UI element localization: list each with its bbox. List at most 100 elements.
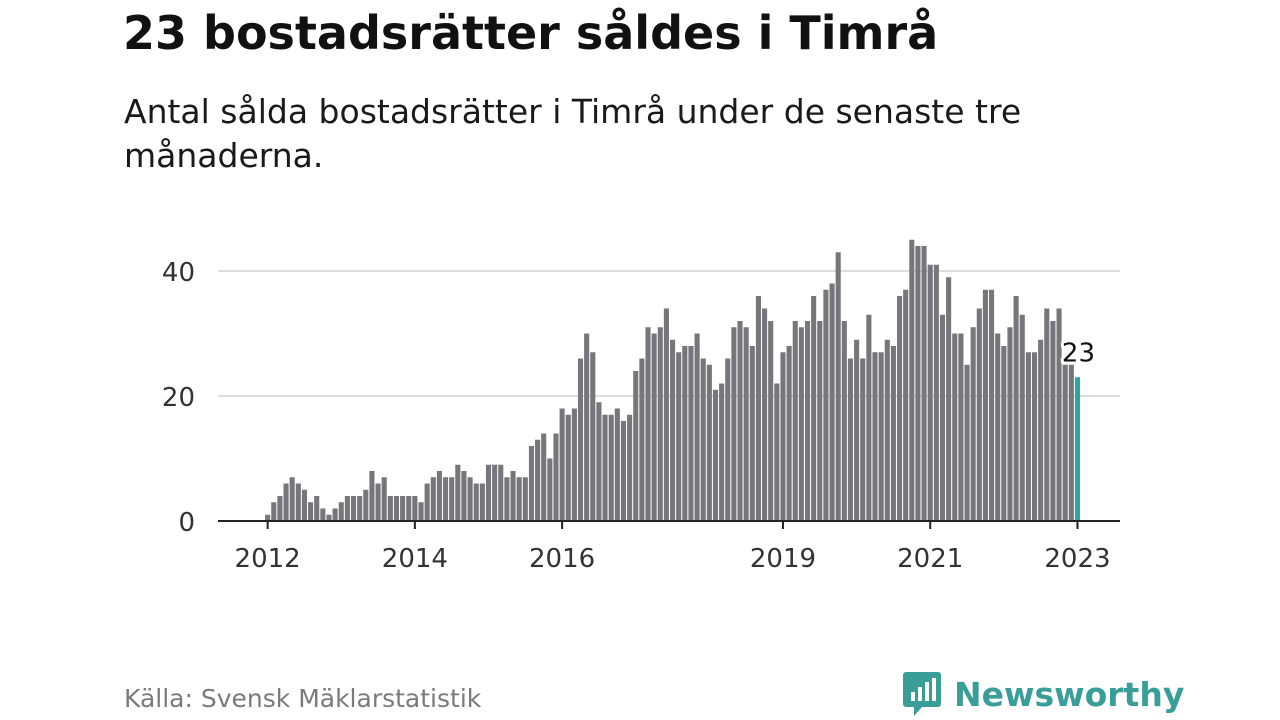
x-tick-label: 2019 bbox=[750, 544, 816, 574]
bar bbox=[375, 483, 381, 521]
bar bbox=[798, 327, 804, 521]
bar bbox=[792, 321, 798, 521]
brand-name: Newsworthy bbox=[954, 674, 1185, 714]
bar bbox=[958, 333, 964, 521]
bar bbox=[939, 314, 946, 521]
bar bbox=[577, 358, 584, 521]
y-tick-label: 20 bbox=[162, 383, 195, 413]
bar bbox=[400, 496, 406, 521]
bar bbox=[559, 408, 565, 521]
bar bbox=[860, 358, 866, 521]
bar bbox=[350, 496, 357, 521]
bar bbox=[743, 327, 749, 521]
bar bbox=[1056, 308, 1062, 521]
x-tick-label: 2021 bbox=[897, 544, 963, 574]
bar bbox=[688, 346, 694, 521]
bar bbox=[602, 414, 608, 521]
bar bbox=[670, 339, 676, 521]
bar bbox=[314, 496, 320, 521]
bar bbox=[338, 502, 344, 521]
bar bbox=[915, 246, 921, 521]
bar bbox=[461, 471, 467, 521]
bar bbox=[436, 471, 442, 521]
bar bbox=[804, 321, 811, 521]
bar bbox=[700, 358, 706, 521]
bar bbox=[265, 514, 271, 521]
bar bbox=[406, 496, 412, 521]
bar bbox=[866, 314, 872, 521]
bar bbox=[369, 471, 375, 521]
bar bbox=[725, 358, 731, 521]
y-tick-label: 40 bbox=[162, 258, 195, 288]
bar-chart: 0 20 40 2012 2014 2016 2019 2021 2023 23 bbox=[162, 239, 1120, 574]
bar bbox=[933, 264, 939, 521]
x-tick-label: 2014 bbox=[382, 544, 448, 574]
bar bbox=[639, 358, 645, 521]
brand-logo[interactable]: Newsworthy bbox=[902, 670, 1184, 718]
highlight-value-label: 23 bbox=[1062, 338, 1095, 368]
bar bbox=[504, 477, 510, 521]
bar bbox=[811, 296, 817, 521]
bar bbox=[1038, 339, 1044, 521]
bar bbox=[571, 408, 577, 521]
bar bbox=[596, 402, 602, 521]
bar bbox=[995, 333, 1001, 521]
bar bbox=[946, 277, 952, 521]
bar bbox=[823, 289, 829, 521]
bar bbox=[1001, 346, 1007, 521]
bar bbox=[295, 483, 301, 521]
bar bbox=[1013, 296, 1019, 521]
bar bbox=[455, 464, 461, 521]
bar bbox=[676, 352, 682, 521]
bar bbox=[620, 421, 627, 521]
bar bbox=[326, 514, 332, 521]
bar bbox=[780, 352, 786, 521]
bar bbox=[332, 508, 338, 521]
bar bbox=[651, 333, 657, 521]
bar bbox=[590, 352, 596, 521]
bar bbox=[774, 383, 780, 521]
bar bbox=[786, 346, 792, 521]
bar bbox=[308, 502, 314, 521]
bar bbox=[921, 246, 927, 521]
bar bbox=[884, 339, 890, 521]
bar bbox=[762, 308, 768, 521]
x-tick-label: 2012 bbox=[235, 544, 301, 574]
bar bbox=[909, 239, 915, 521]
bar bbox=[424, 483, 430, 521]
bar bbox=[344, 496, 350, 521]
y-tick-label: 0 bbox=[178, 508, 195, 538]
bar bbox=[970, 327, 976, 521]
bar bbox=[1068, 364, 1074, 521]
bar bbox=[1031, 352, 1038, 521]
bar bbox=[535, 439, 541, 521]
chart-title: 23 bostadsrätter såldes i Timrå bbox=[123, 6, 939, 60]
bar bbox=[443, 477, 449, 521]
bar bbox=[271, 502, 277, 521]
bar bbox=[473, 483, 479, 521]
bar bbox=[277, 496, 283, 521]
source-note: Källa: Svensk Mäklarstatistik bbox=[124, 684, 482, 713]
bar bbox=[768, 321, 774, 521]
bar bbox=[706, 364, 712, 521]
bar bbox=[890, 346, 896, 521]
bar bbox=[663, 308, 669, 521]
x-tick-label: 2023 bbox=[1044, 544, 1110, 574]
bar bbox=[584, 333, 590, 521]
bar bbox=[731, 327, 737, 521]
bar bbox=[755, 296, 761, 521]
bar bbox=[927, 264, 933, 521]
bar bbox=[829, 283, 835, 521]
bar bbox=[952, 333, 958, 521]
bar bbox=[547, 458, 553, 521]
bar bbox=[283, 483, 289, 521]
bar bbox=[381, 477, 387, 521]
bar bbox=[449, 477, 455, 521]
bar-highlight bbox=[1074, 377, 1080, 521]
bar bbox=[657, 327, 663, 521]
bar bbox=[903, 289, 909, 521]
bar bbox=[608, 414, 614, 521]
bar bbox=[289, 477, 295, 521]
bar bbox=[976, 308, 982, 521]
bar bbox=[565, 414, 571, 521]
